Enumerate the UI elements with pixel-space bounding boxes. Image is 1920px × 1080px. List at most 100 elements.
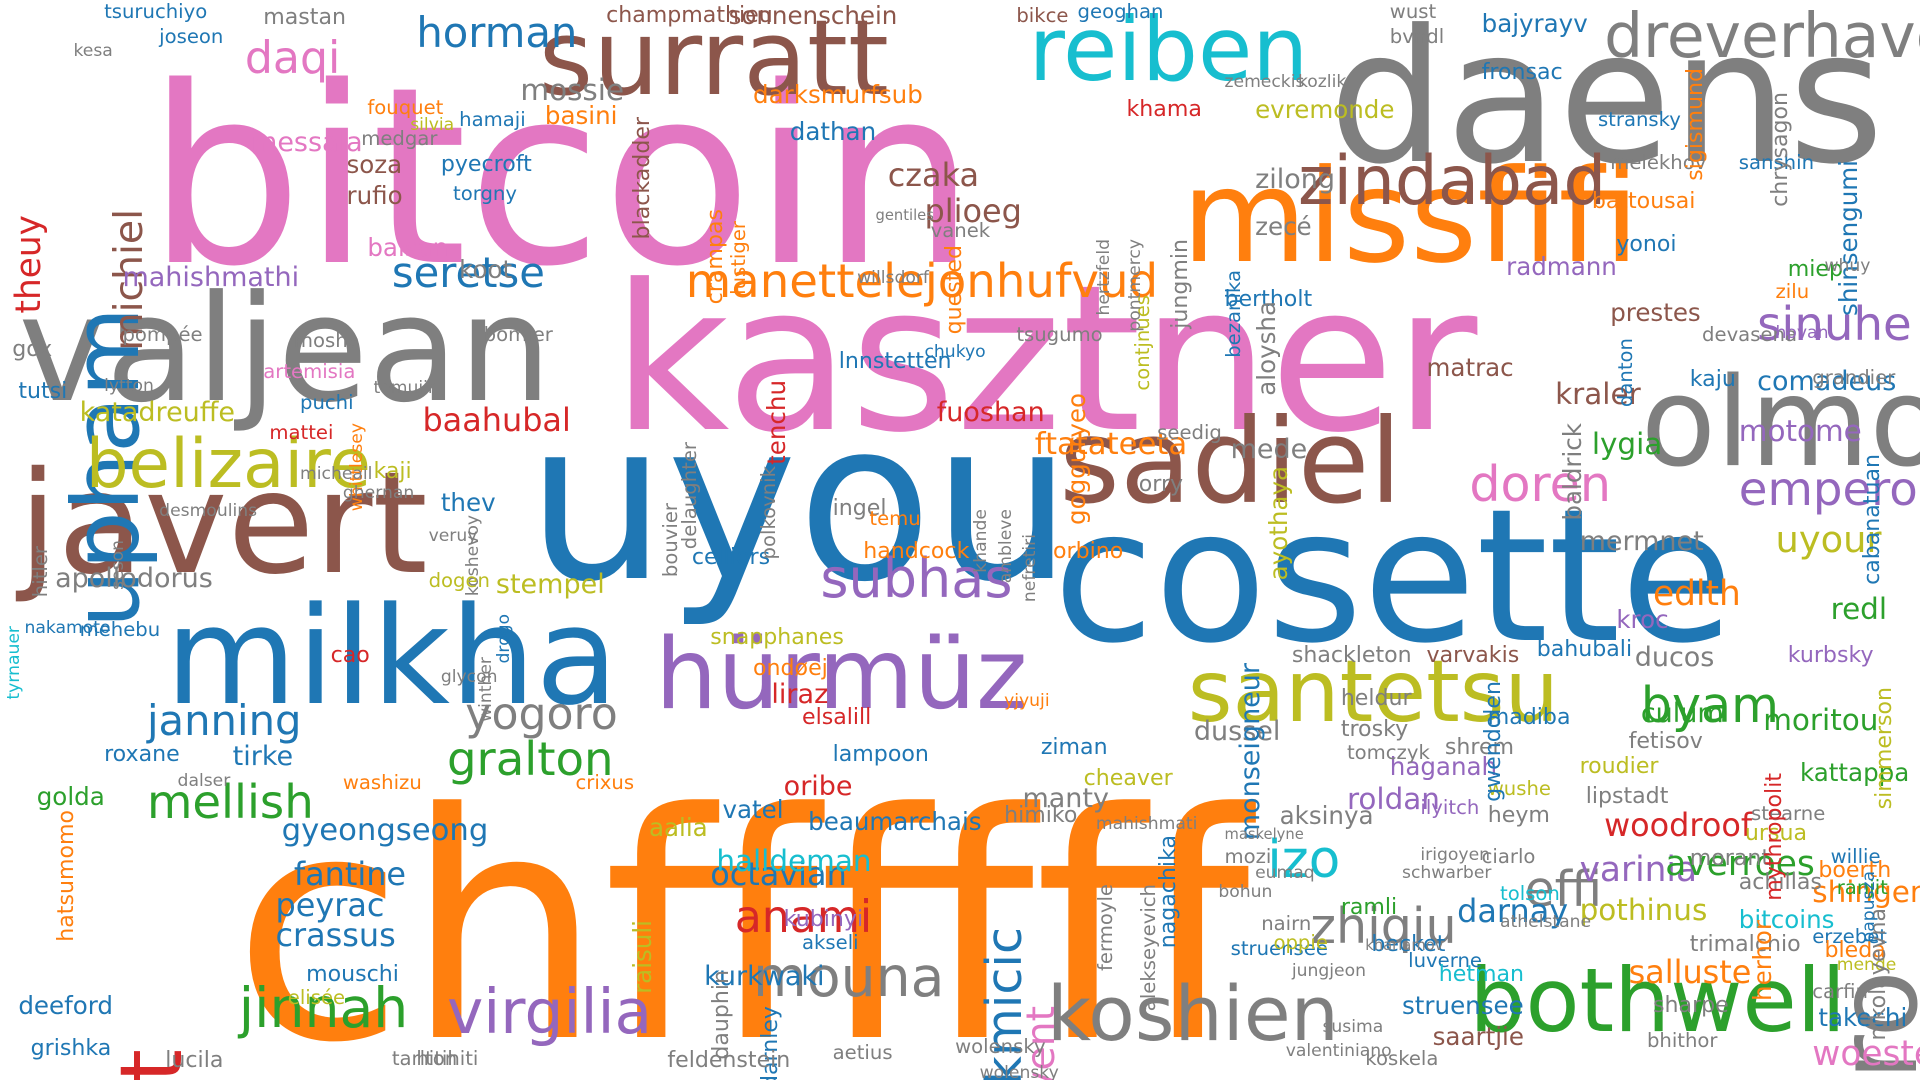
cloud-word: sadiel xyxy=(1059,395,1402,530)
cloud-word: ilyitch xyxy=(1420,795,1480,819)
cloud-word: sonnenschein xyxy=(728,0,898,30)
cloud-word: drogo xyxy=(493,613,514,664)
cloud-word: willsdorf xyxy=(857,268,929,288)
cloud-word: olmo xyxy=(1640,351,1920,495)
cloud-word: devasena xyxy=(1702,323,1797,347)
cloud-word: rufio xyxy=(346,181,403,211)
cloud-word: pothinus xyxy=(1579,892,1708,927)
cloud-word: uyou xyxy=(526,373,1073,631)
cloud-word: roxane xyxy=(104,740,180,767)
cloud-word: miep xyxy=(1787,255,1843,282)
cloud-word: hitler xyxy=(28,546,52,598)
cloud-word: oribe xyxy=(783,771,853,803)
cloud-word: zilong xyxy=(1255,163,1336,195)
cloud-word: seedig xyxy=(1157,421,1222,445)
cloud-word: chrysagon xyxy=(1767,92,1794,207)
cloud-word: balsan xyxy=(367,232,449,262)
cloud-word: vanek xyxy=(930,218,991,242)
cloud-word: deeford xyxy=(18,991,113,1021)
cloud-word: gwendolen xyxy=(1479,681,1506,803)
cloud-word: ayothaya xyxy=(1264,466,1294,581)
cloud-word: crixus xyxy=(575,771,635,795)
cloud-word: ondøej xyxy=(753,654,828,681)
cloud-word: kozlik xyxy=(1297,71,1347,92)
cloud-word: bikce xyxy=(1016,4,1069,28)
cloud-word: delaughter xyxy=(677,441,701,549)
cloud-word: sigismund xyxy=(1681,67,1708,181)
cloud-word: ducos xyxy=(1634,642,1715,674)
cloud-word: wust xyxy=(1389,0,1437,24)
cloud-word: gralton xyxy=(446,732,614,787)
cloud-word: katadreuffe xyxy=(79,396,235,428)
cloud-word: desmoulins xyxy=(159,501,258,522)
cloud-word: kharlamov xyxy=(1365,936,1444,954)
cloud-word: raisuli xyxy=(627,920,657,995)
cloud-word: quested xyxy=(940,245,967,335)
cloud-word: motome xyxy=(1738,414,1862,449)
cloud-word: kasztner xyxy=(612,240,1478,477)
cloud-word: haganah xyxy=(1389,751,1498,781)
cloud-word: anami xyxy=(734,891,873,943)
cloud-word: fermoyle xyxy=(1093,883,1117,971)
cloud-word: hertzfeld xyxy=(1093,239,1114,316)
cloud-word: octavian xyxy=(710,855,847,894)
cloud-word: lucila xyxy=(165,1047,224,1074)
cloud-word: ranjit xyxy=(1836,875,1888,899)
cloud-word: gentiles xyxy=(875,206,934,224)
cloud-word: morant xyxy=(1689,844,1771,871)
cloud-word: valjean xyxy=(18,263,552,436)
cloud-word: horman xyxy=(416,8,578,58)
cloud-word: fouquet xyxy=(367,96,444,120)
cloud-word: ingel xyxy=(832,495,887,522)
cloud-word: heym xyxy=(1487,801,1550,828)
cloud-word: mosha xyxy=(293,329,360,353)
cloud-word: joseon xyxy=(159,25,224,48)
cloud-word: herhor xyxy=(1748,920,1778,1002)
cloud-word: kesa xyxy=(73,40,113,61)
cloud-word: dussel xyxy=(1193,715,1281,747)
cloud-word: athelstane xyxy=(1500,912,1592,933)
cloud-word: dalser xyxy=(177,771,231,792)
cloud-word: manty xyxy=(1022,783,1109,815)
cloud-word: lytton xyxy=(104,376,154,396)
cloud-word: ursua xyxy=(1744,820,1807,847)
cloud-word: baldrick xyxy=(1558,423,1588,521)
cloud-word: dauphin xyxy=(708,969,735,1060)
cloud-word: bertholt xyxy=(1224,286,1313,313)
cloud-word: mahishmati xyxy=(1095,814,1198,835)
cloud-word: janning xyxy=(146,695,302,745)
cloud-word: daens xyxy=(1328,0,1885,206)
cloud-word: chffffff xyxy=(232,747,1250,1080)
cloud-word: basini xyxy=(544,101,618,131)
cloud-word: maskelyne xyxy=(1224,826,1304,844)
cloud-word: sharpe xyxy=(1653,992,1729,1019)
cloud-word: wushe xyxy=(1487,777,1551,801)
cloud-word: culum xyxy=(1640,697,1724,729)
cloud-word: geoghan xyxy=(1077,0,1164,24)
cloud-word: willie xyxy=(1830,844,1881,868)
cloud-word: dathan xyxy=(789,117,877,147)
cloud-word: woodroof xyxy=(1604,806,1753,844)
cloud-word: evremonde xyxy=(1255,95,1395,125)
cloud-word: kurbsky xyxy=(1787,642,1874,669)
cloud-word: tenchu xyxy=(762,380,792,466)
cloud-word: eumaq xyxy=(1255,863,1315,884)
cloud-word: daqi xyxy=(244,32,341,84)
cloud-word: stransky xyxy=(1597,108,1681,132)
cloud-word: kurkwaki xyxy=(704,961,825,993)
cloud-word: beaumarchais xyxy=(808,807,982,836)
cloud-word: elsalill xyxy=(802,703,872,730)
cloud-word: lnnstetten xyxy=(838,347,952,374)
cloud-word: boerth xyxy=(1818,857,1892,884)
cloud-word: susima xyxy=(1322,1016,1384,1037)
cloud-word: lygia xyxy=(1591,426,1663,461)
cloud-word: czaka xyxy=(887,155,980,194)
cloud-word: valentiniano xyxy=(1285,1041,1392,1062)
cloud-word: plioeg xyxy=(924,192,1022,231)
cloud-word: mastan xyxy=(263,4,346,31)
cloud-word: tsuruchiyo xyxy=(104,0,208,24)
cloud-word: temujin xyxy=(373,378,439,399)
cloud-word: kroc xyxy=(1616,604,1669,634)
cloud-word: achillas xyxy=(1738,869,1822,896)
cloud-word: varvakis xyxy=(1426,642,1520,669)
